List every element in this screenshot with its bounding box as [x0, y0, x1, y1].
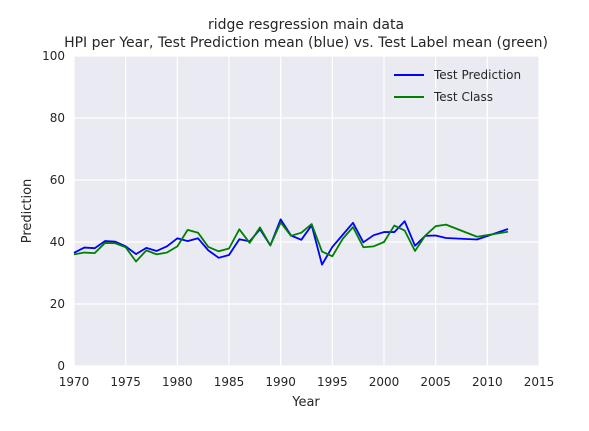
x-tick-label: 1990 [265, 375, 296, 389]
y-tick-label: 60 [50, 173, 65, 187]
plot-area [74, 56, 539, 366]
tick-labels: 1970 1975 1980 1985 1990 1995 2000 2005 2010 2015… [42, 49, 554, 389]
legend-label: Test Class [433, 90, 493, 104]
x-tick-label: 2000 [369, 375, 400, 389]
y-tick-label: 0 [57, 359, 65, 373]
x-tick-label: 1995 [317, 375, 348, 389]
chart-title: ridge resgression main data [208, 17, 404, 33]
y-tick-label: 40 [50, 235, 65, 249]
x-tick-label: 2005 [420, 375, 451, 389]
x-tick-label: 1980 [162, 375, 193, 389]
x-tick-label: 1975 [110, 375, 141, 389]
y-tick-label: 100 [42, 49, 65, 63]
x-tick-label: 1970 [59, 375, 90, 389]
legend: Test Prediction Test Class [394, 68, 521, 104]
series-line-test-class [73, 221, 509, 263]
x-tick-label: 2010 [472, 375, 503, 389]
x-tick-label: 2015 [524, 375, 555, 389]
chart-subtitle: HPI per Year, Test Prediction mean (blue… [64, 35, 548, 51]
y-tick-label: 20 [50, 297, 65, 311]
x-tick-label: 1985 [214, 375, 245, 389]
series-lines [73, 218, 509, 266]
y-tick-label: 80 [50, 111, 65, 125]
legend-label: Test Prediction [433, 68, 521, 82]
x-axis-label: Year [291, 395, 320, 410]
y-axis-label: Prediction [20, 179, 35, 244]
grid [73, 55, 540, 367]
